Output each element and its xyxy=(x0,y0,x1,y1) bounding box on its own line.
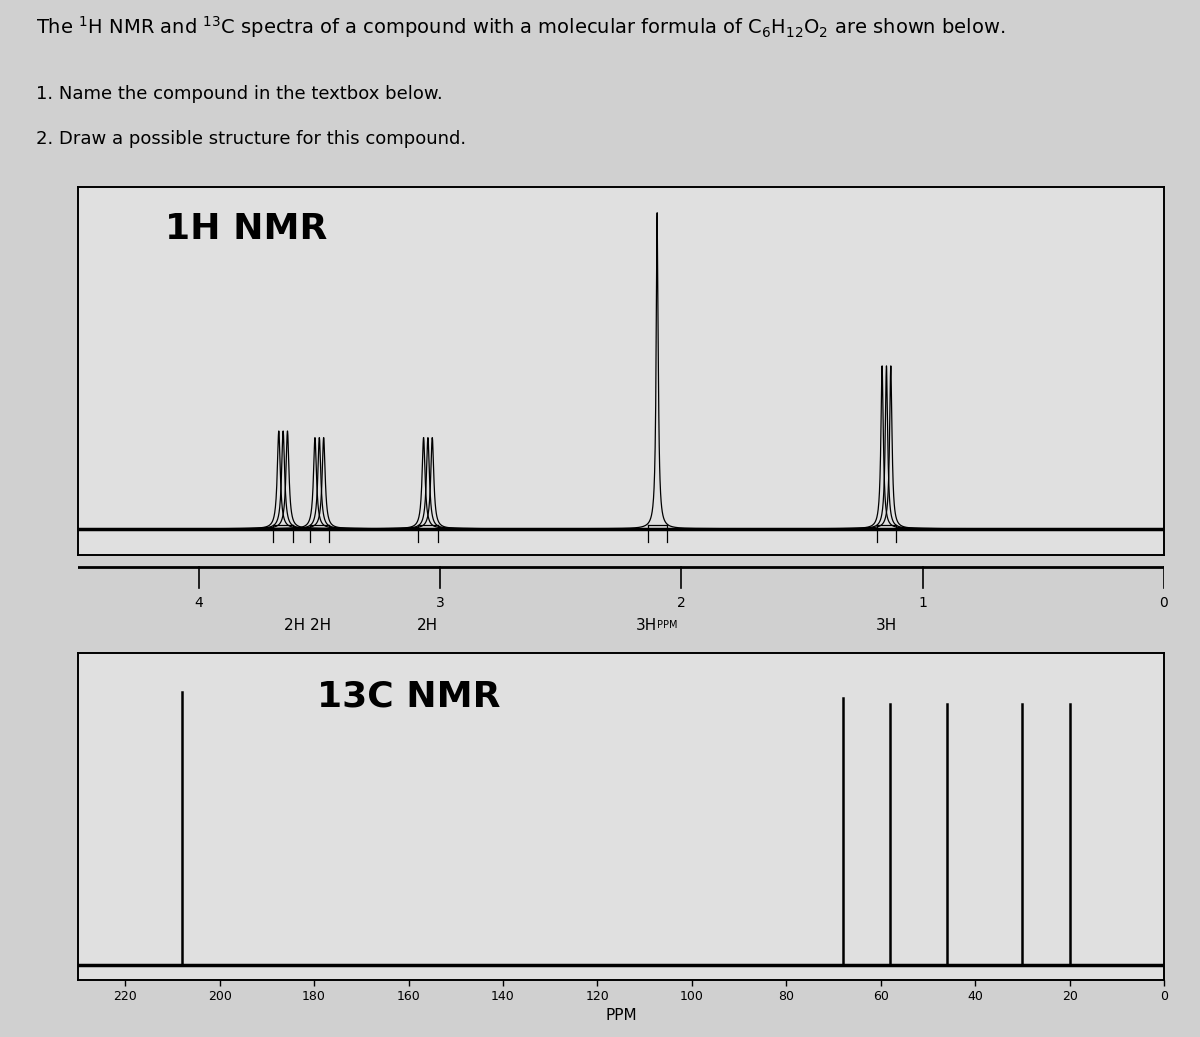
Text: 1: 1 xyxy=(918,596,928,611)
Text: 3H: 3H xyxy=(636,618,658,633)
Text: 13C NMR: 13C NMR xyxy=(317,679,500,713)
Text: 2. Draw a possible structure for this compound.: 2. Draw a possible structure for this co… xyxy=(36,130,466,148)
Text: 2: 2 xyxy=(677,596,685,611)
Text: 3H: 3H xyxy=(876,618,898,633)
X-axis label: PPM: PPM xyxy=(605,1008,637,1022)
Text: The $^{1}$H NMR and $^{13}$C spectra of a compound with a molecular formula of C: The $^{1}$H NMR and $^{13}$C spectra of … xyxy=(36,13,1004,39)
Text: 3: 3 xyxy=(436,596,444,611)
Text: 2H 2H: 2H 2H xyxy=(283,618,331,633)
Text: 1. Name the compound in the textbox below.: 1. Name the compound in the textbox belo… xyxy=(36,85,443,103)
Text: 0: 0 xyxy=(1159,596,1169,611)
Text: 4: 4 xyxy=(194,596,203,611)
Text: 1H NMR: 1H NMR xyxy=(164,213,328,247)
Text: 2H: 2H xyxy=(418,618,438,633)
Text: PPM: PPM xyxy=(658,620,678,630)
